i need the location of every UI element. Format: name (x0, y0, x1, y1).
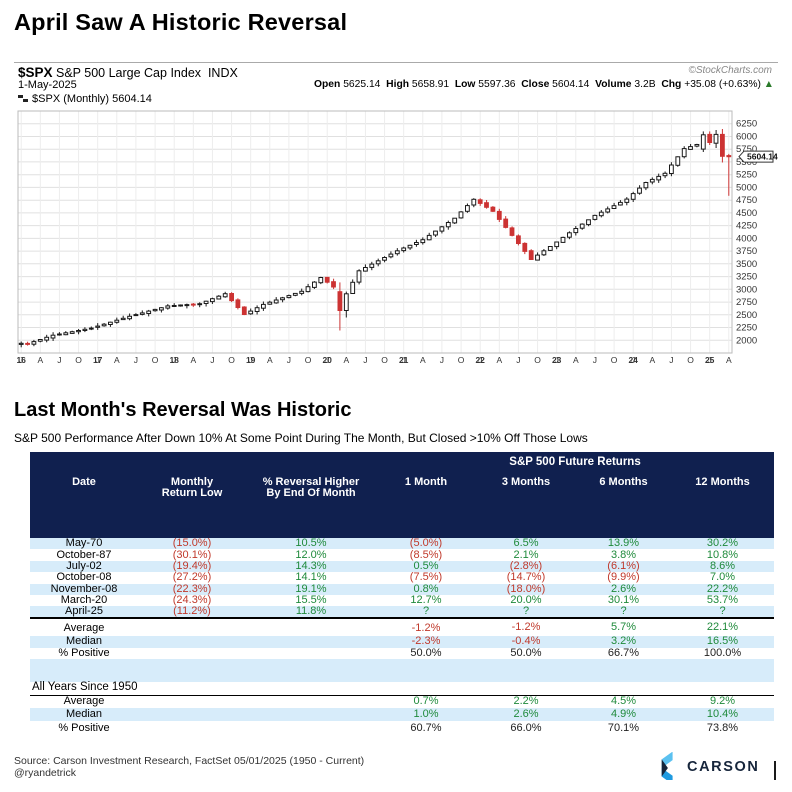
svg-text:19: 19 (246, 355, 256, 365)
svg-text:J: J (363, 355, 367, 365)
svg-text:2000: 2000 (736, 335, 757, 346)
svg-text:O: O (152, 355, 159, 365)
svg-text:3500: 3500 (736, 259, 757, 270)
svg-text:24: 24 (628, 355, 638, 365)
svg-text:2250: 2250 (736, 323, 757, 334)
svg-text:A: A (267, 355, 273, 365)
svg-text:O: O (305, 355, 312, 365)
svg-text:O: O (458, 355, 465, 365)
svg-text:O: O (534, 355, 541, 365)
svg-text:A: A (37, 355, 43, 365)
svg-text:A: A (420, 355, 426, 365)
svg-text:3750: 3750 (736, 246, 757, 257)
svg-text:5000: 5000 (736, 182, 757, 193)
svg-text:J: J (287, 355, 291, 365)
svg-text:3250: 3250 (736, 272, 757, 283)
svg-text:J: J (593, 355, 597, 365)
svg-text:21: 21 (399, 355, 409, 365)
svg-text:22: 22 (475, 355, 485, 365)
svg-text:6000: 6000 (736, 132, 757, 143)
svg-text:4000: 4000 (736, 233, 757, 244)
svg-text:6250: 6250 (736, 119, 757, 130)
svg-text:20: 20 (322, 355, 332, 365)
svg-text:18: 18 (169, 355, 179, 365)
svg-text:A: A (114, 355, 120, 365)
svg-text:2750: 2750 (736, 297, 757, 308)
svg-text:A: A (190, 355, 196, 365)
svg-text:A: A (726, 355, 732, 365)
svg-text:5250: 5250 (736, 170, 757, 181)
svg-text:4250: 4250 (736, 221, 757, 232)
svg-text:O: O (75, 355, 82, 365)
svg-text:O: O (687, 355, 694, 365)
svg-text:A: A (496, 355, 502, 365)
svg-text:J: J (516, 355, 520, 365)
svg-text:O: O (381, 355, 388, 365)
svg-text:A: A (649, 355, 655, 365)
svg-text:A: A (343, 355, 349, 365)
svg-text:J: J (669, 355, 673, 365)
svg-text:J: J (134, 355, 138, 365)
svg-text:3000: 3000 (736, 284, 757, 295)
svg-text:J: J (57, 355, 61, 365)
svg-text:O: O (228, 355, 235, 365)
svg-text:23: 23 (552, 355, 562, 365)
svg-text:5604.14: 5604.14 (747, 152, 778, 162)
svg-text:O: O (611, 355, 618, 365)
svg-text:4500: 4500 (736, 208, 757, 219)
svg-text:J: J (440, 355, 444, 365)
svg-text:CARSON: CARSON (687, 759, 759, 775)
svg-text:4750: 4750 (736, 195, 757, 206)
svg-text:A: A (573, 355, 579, 365)
svg-text:17: 17 (93, 355, 103, 365)
svg-text:16: 16 (16, 355, 26, 365)
svg-text:J: J (210, 355, 214, 365)
svg-text:25: 25 (705, 355, 715, 365)
svg-text:2500: 2500 (736, 310, 757, 321)
